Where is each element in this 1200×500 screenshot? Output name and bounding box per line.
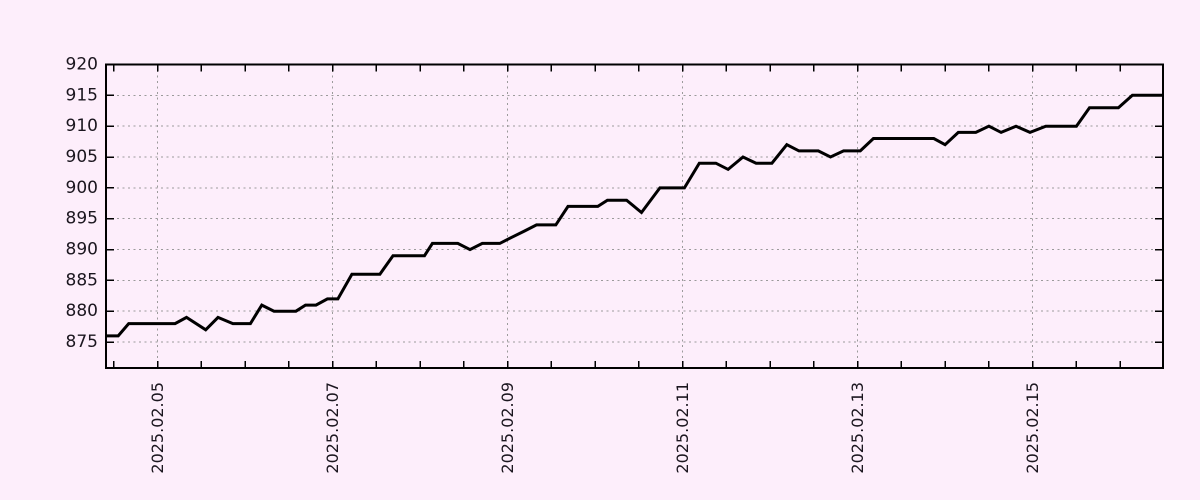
x-tick-label: 2025.02.07 — [323, 382, 342, 474]
y-tick-label: 875 — [66, 332, 98, 352]
x-tick-label: 2025.02.11 — [673, 382, 692, 474]
y-tick-label: 890 — [66, 240, 98, 260]
x-tick-label: 2025.02.09 — [498, 382, 517, 474]
y-tick-label: 910 — [66, 116, 98, 136]
y-tick-label: 885 — [66, 270, 98, 290]
y-tick-label: 920 — [66, 55, 98, 75]
x-tick-label: 2025.02.05 — [148, 382, 167, 474]
y-tick-label: 905 — [66, 147, 98, 167]
y-tick-label: 880 — [66, 301, 98, 321]
x-tick-label: 2025.02.13 — [848, 382, 867, 474]
y-tick-label: 900 — [66, 178, 98, 198]
plot-border — [105, 63, 1164, 369]
y-tick-label: 895 — [66, 209, 98, 229]
y-tick-label: 915 — [66, 85, 98, 105]
data-series-line — [106, 93, 1163, 338]
x-tick-label: 2025.02.15 — [1023, 382, 1042, 474]
